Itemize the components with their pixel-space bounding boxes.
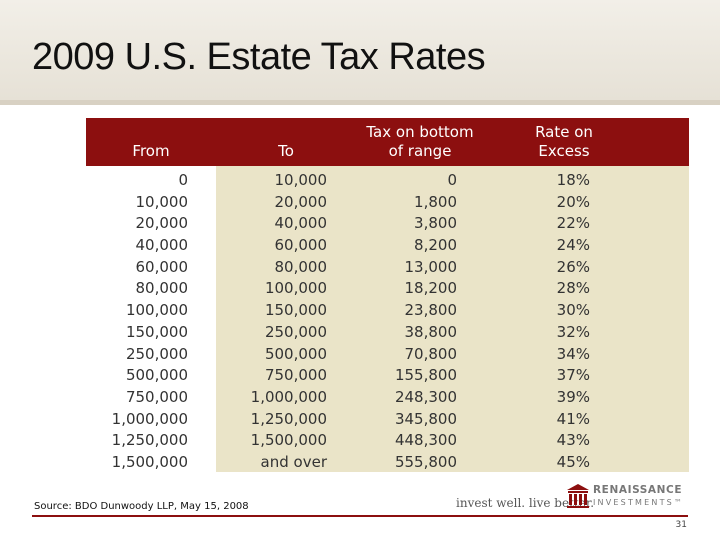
table-cell: 41% (556, 409, 590, 428)
table-cell: 28% (556, 279, 590, 298)
table-cell: 0 (447, 171, 457, 189)
table-cell: 448,300 (394, 431, 457, 450)
table-cell: 43% (556, 431, 590, 450)
table-cell: 20,000 (135, 214, 189, 233)
table-cell: 24% (556, 236, 590, 255)
table-cell: 1,500,000 (111, 452, 188, 471)
table-cell: 3,800 (414, 214, 457, 233)
renaissance-logo: RENAISSANCE INVESTMENTS™ (566, 483, 692, 511)
table-cell: 10,000 (274, 171, 328, 189)
table-cell: 60,000 (274, 236, 328, 255)
table-cell: 750,000 (125, 387, 188, 406)
source-note: Source: BDO Dunwoody LLP, May 15, 2008 (34, 501, 249, 512)
table-cell: 37% (556, 366, 590, 385)
table-cell: 13,000 (404, 257, 458, 276)
table-cell: 8,200 (414, 236, 457, 255)
table-cell: and over (260, 452, 327, 471)
table-cell: 1,000,000 (111, 409, 188, 428)
table-cell: 40,000 (135, 236, 189, 255)
table-cell: 1,250,000 (111, 431, 188, 450)
table-cell: 20,000 (274, 192, 328, 211)
page-number: 31 (675, 520, 687, 530)
table-cell: 555,800 (394, 452, 457, 471)
table-cell: 22% (556, 214, 590, 233)
table-cell: 500,000 (264, 344, 327, 363)
column-from: 0 10,000 20,000 40,000 60,000 80,000 100… (86, 170, 188, 474)
title-band (0, 0, 720, 105)
slide-title: 2009 U.S. Estate Tax Rates (32, 36, 486, 78)
table-cell: 248,300 (394, 387, 457, 406)
table-cell: 60,000 (135, 257, 189, 276)
table-cell: 155,800 (394, 366, 457, 385)
table-cell: 26% (556, 257, 590, 276)
table-cell: 345,800 (394, 409, 457, 428)
column-to: 10,000 20,000 40,000 60,000 80,000 100,0… (226, 170, 327, 474)
table-shaded-panel (216, 166, 689, 472)
tax-rate-table: From To Tax on bottom of range Rate on E… (86, 118, 689, 472)
table-cell: 32% (556, 322, 590, 341)
table-cell: 1,250,000 (250, 409, 327, 428)
column-rate-on-excess: 18% 20% 22% 24% 26% 28% 30% 32% 34% 37% … (526, 170, 590, 474)
table-body: 0 10,000 20,000 40,000 60,000 80,000 100… (86, 166, 689, 472)
table-cell: 38,800 (404, 322, 458, 341)
building-columns-icon (567, 484, 589, 508)
header-to: To (278, 142, 294, 160)
table-cell: 500,000 (125, 366, 188, 385)
header-tax-on-bottom: Tax on bottom of range (366, 123, 474, 160)
column-tax-on-bottom: 0 1,800 3,800 8,200 13,000 18,200 23,800… (356, 170, 457, 474)
table-cell: 80,000 (135, 279, 189, 298)
table-cell: 1,000,000 (250, 387, 327, 406)
table-cell: 34% (556, 344, 590, 363)
header-from: From (132, 142, 170, 160)
table-cell: 150,000 (264, 301, 327, 320)
table-cell: 150,000 (125, 322, 188, 341)
table-cell: 23,800 (404, 301, 458, 320)
table-cell: 250,000 (125, 344, 188, 363)
table-cell: 40,000 (274, 214, 328, 233)
table-cell: 1,800 (414, 192, 457, 211)
table-cell: 0 (178, 171, 188, 189)
table-cell: 80,000 (274, 257, 328, 276)
table-cell: 30% (556, 301, 590, 320)
table-cell: 10,000 (135, 192, 189, 211)
table-cell: 750,000 (264, 366, 327, 385)
brand-tagline: invest well. live better. (456, 496, 595, 510)
logo-wordmark: RENAISSANCE (593, 484, 683, 496)
table-cell: 1,500,000 (250, 431, 327, 450)
table-cell: 18,200 (404, 279, 458, 298)
header-rate-on-excess: Rate on Excess (535, 123, 593, 160)
table-cell: 100,000 (264, 279, 327, 298)
table-cell: 45% (556, 452, 590, 471)
table-cell: 18% (556, 171, 590, 189)
table-header-row: From To Tax on bottom of range Rate on E… (86, 118, 689, 166)
table-cell: 70,800 (404, 344, 458, 363)
logo-subtext: INVESTMENTS™ (593, 498, 685, 507)
table-cell: 39% (556, 387, 590, 406)
table-cell: 100,000 (125, 301, 188, 320)
footer-divider (32, 515, 688, 517)
table-cell: 250,000 (264, 322, 327, 341)
table-cell: 20% (556, 192, 590, 211)
